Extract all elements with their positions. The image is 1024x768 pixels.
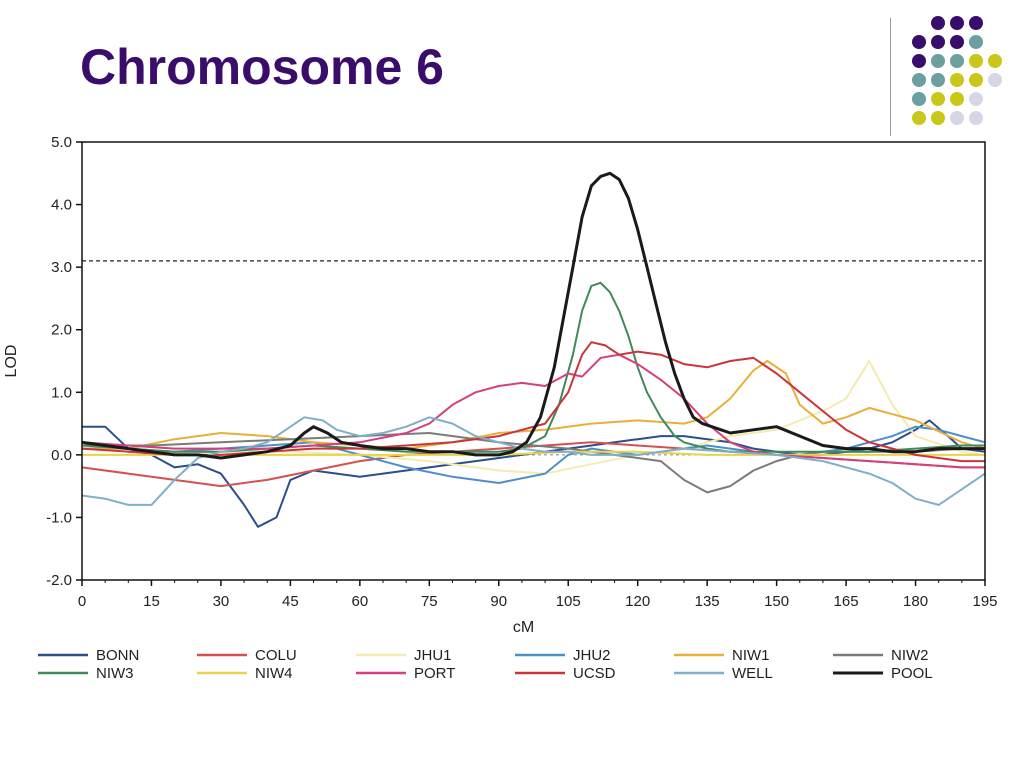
legend-label: UCSD [573,665,616,682]
x-tick-label: 180 [903,593,928,610]
x-tick-label: 75 [421,593,438,610]
decorative-dot [931,54,945,68]
decorative-dot [969,73,983,87]
x-tick-label: 195 [972,593,997,610]
legend-item-port: PORT [356,665,455,682]
legend-label: NIW1 [732,647,770,664]
y-tick-label: 4.0 [51,197,72,214]
x-tick-label: 45 [282,593,299,610]
legend-label: NIW2 [891,647,929,664]
x-tick-label: 120 [625,593,650,610]
decorative-dot [931,35,945,49]
legend-item-niw4: NIW4 [197,665,293,682]
y-axis-title: LOD [3,345,20,378]
legend-label: POOL [891,665,933,682]
x-tick-label: 30 [213,593,230,610]
decorative-dot [950,35,964,49]
decorative-dot [950,16,964,30]
decorative-dot [950,54,964,68]
y-tick-label: 5.0 [51,134,72,151]
decorative-dot [988,73,1002,87]
y-tick-label: -2.0 [46,572,72,589]
decorative-dot-pattern [912,16,1002,125]
decorative-dot [912,111,926,125]
decorative-dot [912,54,926,68]
legend-item-ucsd: UCSD [515,665,616,682]
legend-item-niw1: NIW1 [674,647,770,664]
x-axis-title: cM [513,619,534,636]
decorative-divider [890,18,891,136]
axes: -2.0 -1.0 0.0 1.0 2.0 3.0 4.0 5.0 0 15 30 45 60 75 90 1… [3,134,998,636]
series-line-ucsd [82,341,985,463]
decorative-dot [969,35,983,49]
decorative-dot [969,92,983,106]
decorative-dot [912,73,926,87]
decorative-dot [950,92,964,106]
decorative-dot [912,35,926,49]
decorative-dot [988,54,1002,68]
x-tick-label: 105 [556,593,581,610]
series-line-niw3 [82,281,985,453]
legend-label: JHU2 [573,647,611,664]
decorative-dot [950,73,964,87]
decorative-dot [931,111,945,125]
x-tick-label: 165 [834,593,859,610]
decorative-dot [912,92,926,106]
decorative-dot [950,111,964,125]
y-tick-label: -1.0 [46,509,72,526]
legend-label: BONN [96,647,139,664]
y-tick-label: 3.0 [51,259,72,276]
series-line-niw1 [82,360,985,450]
legend-item-pool: POOL [833,665,933,682]
series-line-well [82,416,985,506]
legend-label: PORT [414,665,455,682]
legend-label: WELL [732,665,773,682]
decorative-dot [931,73,945,87]
legend-label: JHU1 [414,647,452,664]
x-tick-label: 90 [490,593,507,610]
decorative-dot [931,16,945,30]
plot-area [82,171,985,528]
legend-label: NIW3 [96,665,134,682]
decorative-dot [969,16,983,30]
series-line-pool [82,171,985,460]
legend-label: COLU [255,647,297,664]
x-tick-label: 135 [695,593,720,610]
legend-item-bonn: BONN [38,647,139,664]
decorative-dot [969,54,983,68]
decorative-dot [931,92,945,106]
plot-frame [81,141,986,581]
chart-legend: BONN COLU JHU1 JHU2 NIW1 NIW2 NIW3 NIW4 PORT UCSD… [38,647,933,682]
decorative-dot [969,111,983,125]
legend-label: NIW4 [255,665,293,682]
y-tick-label: 2.0 [51,322,72,339]
x-tick-label: 0 [78,593,86,610]
y-tick-label: 1.0 [51,384,72,401]
legend-item-niw2: NIW2 [833,647,929,664]
x-tick-label: 60 [352,593,369,610]
legend-item-colu: COLU [197,647,297,664]
x-tick-label: 150 [764,593,789,610]
legend-item-jhu2: JHU2 [515,647,611,664]
x-tick-label: 15 [143,593,160,610]
lod-line-chart: -2.0 -1.0 0.0 1.0 2.0 3.0 4.0 5.0 0 15 30 45 60 75 90 1… [3,134,998,682]
legend-item-well: WELL [674,665,773,682]
slide-title: Chromosome 6 [80,39,444,95]
y-tick-label: 0.0 [51,447,72,464]
legend-item-jhu1: JHU1 [356,647,452,664]
legend-item-niw3: NIW3 [38,665,134,682]
